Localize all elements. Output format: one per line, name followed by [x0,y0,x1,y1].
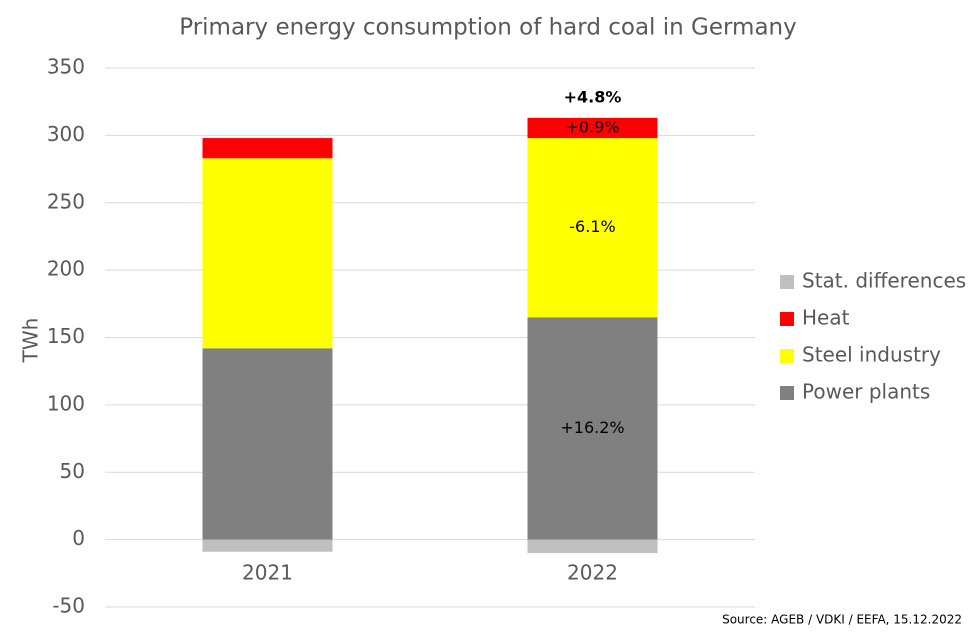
change-label: +16.2% [560,418,624,437]
y-tick-label: 50 [60,459,85,483]
change-label: +0.9% [565,117,619,136]
source-note: Source: AGEB / VDKI / EEFA, 15.12.2022 [722,613,962,627]
x-tick-label: 2021 [242,561,293,585]
bar-segment [527,539,658,554]
legend-label: Steel industry [802,343,941,367]
x-tick-label: 2022 [567,561,618,585]
bar-segment [202,158,333,349]
bar-segment [527,138,658,318]
y-tick-label: 100 [47,391,85,415]
y-tick-label: 350 [47,55,85,79]
legend-label: Stat. differences [802,269,966,293]
legend-swatch [780,349,794,363]
y-tick-label: 0 [72,526,85,550]
bar-segment [202,539,333,552]
legend-label: Power plants [802,380,930,404]
y-tick-label: -50 [52,594,85,618]
total-change-label: +4.8% [564,87,622,106]
y-axis-label: TWh [19,318,43,364]
y-tick-label: 300 [47,122,85,146]
change-label: -6.1% [569,217,615,236]
bar-segment [527,317,658,540]
bar-segment [202,348,333,540]
y-tick-label: 150 [47,324,85,348]
bar-segment [202,138,333,159]
legend-swatch [780,312,794,326]
legend-swatch [780,386,794,400]
y-tick-label: 250 [47,189,85,213]
chart-title: Primary energy consumption of hard coal … [179,15,797,41]
legend-swatch [780,275,794,289]
y-tick-label: 200 [47,257,85,281]
bar-segment [527,117,658,139]
legend-label: Heat [802,306,850,330]
